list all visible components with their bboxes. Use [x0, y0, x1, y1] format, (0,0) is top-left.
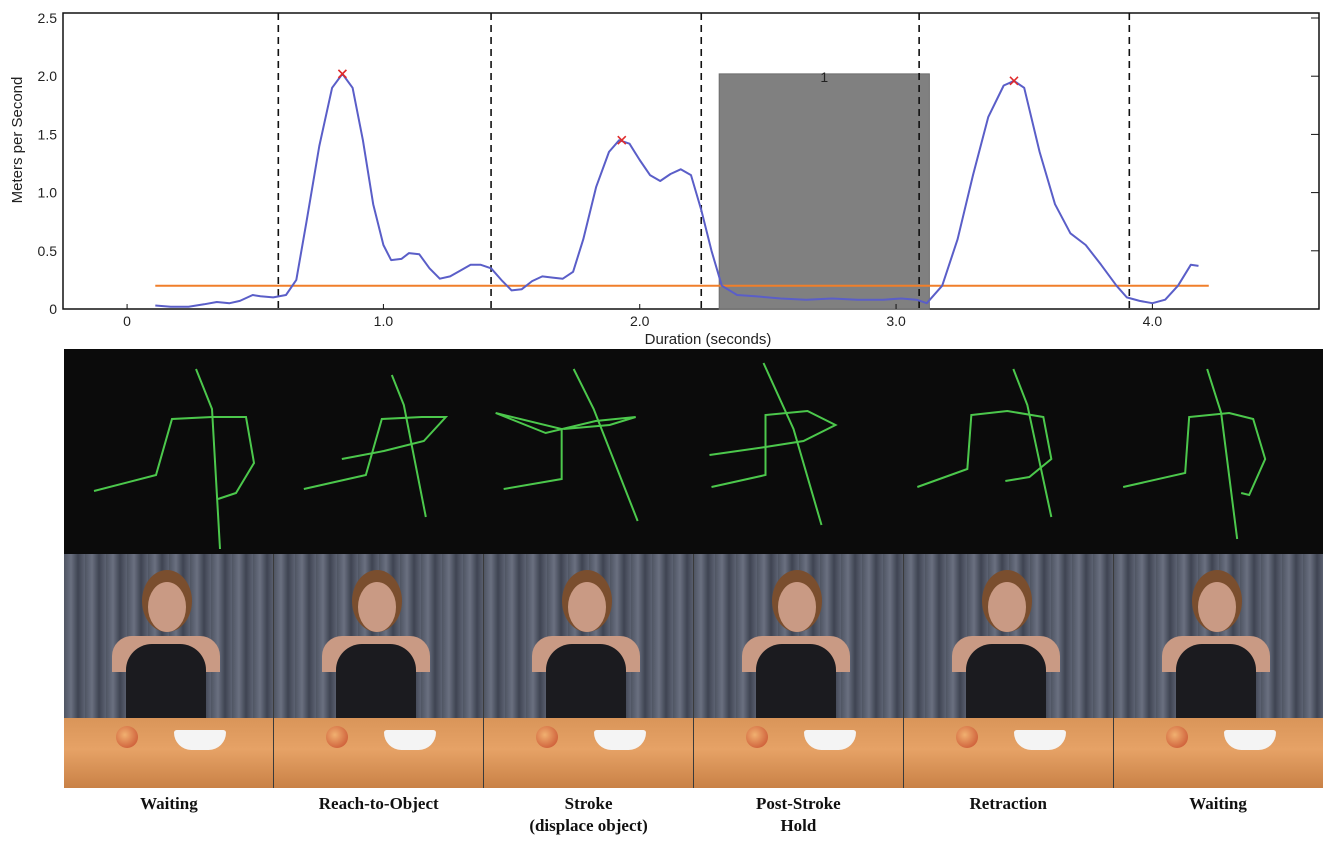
- torso-shape: [1176, 644, 1256, 724]
- video-frame: [64, 554, 274, 788]
- torso-shape: [966, 644, 1046, 724]
- x-tick-label: 4.0: [1143, 313, 1163, 329]
- phase-label: Waiting: [140, 794, 198, 813]
- table-top-shape: [274, 718, 483, 788]
- apple-shape: [956, 726, 978, 748]
- table-top-shape: [694, 718, 903, 788]
- head-shape: [988, 582, 1026, 632]
- velocity-chart: 1 0 1.0 2.0 3.0 4.0 0 0.5 1.0 1.5 2.0 2.5 Duratio…: [9, 10, 1320, 348]
- head-shape: [1198, 582, 1236, 632]
- plot-frame: [62, 12, 1320, 310]
- phase-label: Reach-to-Object: [318, 794, 439, 813]
- table-top-shape: [904, 718, 1113, 788]
- bowl-shape: [1224, 730, 1276, 750]
- video-frame: [694, 554, 904, 788]
- y-axis-label: Meters per Second: [9, 77, 26, 204]
- torso-shape: [546, 644, 626, 724]
- y-tick-label: 2.0: [38, 68, 58, 84]
- hold-region-label: 1: [820, 69, 828, 85]
- x-tick-label: 1.0: [374, 313, 394, 329]
- skeleton-figure: [709, 362, 838, 526]
- bowl-shape: [594, 730, 646, 750]
- peak-marker: [617, 135, 627, 145]
- x-tick-label: 3.0: [886, 313, 906, 329]
- apple-shape: [746, 726, 768, 748]
- torso-shape: [126, 644, 206, 724]
- peak-marker: [1009, 76, 1019, 86]
- head-shape: [148, 582, 186, 632]
- apple-shape: [326, 726, 348, 748]
- torso-shape: [756, 644, 836, 724]
- y-tick-label: 0: [49, 301, 57, 317]
- bowl-shape: [384, 730, 436, 750]
- skeleton-figure: [1122, 368, 1267, 540]
- head-shape: [778, 582, 816, 632]
- skeleton-strip: [64, 349, 1323, 554]
- bowl-shape: [1014, 730, 1066, 750]
- video-frame-strip: [64, 554, 1323, 788]
- skeleton-figure: [303, 374, 449, 518]
- phase-label: Retraction: [969, 794, 1047, 813]
- y-tick-label: 0.5: [38, 243, 58, 259]
- apple-shape: [116, 726, 138, 748]
- skeleton-figures: [93, 362, 1267, 550]
- bowl-shape: [174, 730, 226, 750]
- phase-label: Waiting: [1189, 794, 1247, 813]
- skeleton-figure: [93, 368, 256, 550]
- phase-label: Stroke (displace object): [529, 794, 648, 835]
- phase-labels: Waiting Reach-to-Object Stroke (displace o…: [64, 788, 1323, 841]
- apple-shape: [1166, 726, 1188, 748]
- x-tick-label: 0: [123, 313, 131, 329]
- hold-region: [718, 73, 930, 310]
- table-top-shape: [64, 718, 273, 788]
- skeleton-figure: [916, 368, 1053, 518]
- x-tick-label: 2.0: [630, 313, 650, 329]
- table-top-shape: [484, 718, 693, 788]
- head-shape: [358, 582, 396, 632]
- table-top-shape: [1114, 718, 1323, 788]
- video-frame: [904, 554, 1114, 788]
- video-frame: [484, 554, 694, 788]
- y-tick-label: 2.5: [38, 10, 58, 26]
- video-frame: [274, 554, 484, 788]
- x-axis-label: Duration (seconds): [645, 331, 772, 348]
- bowl-shape: [804, 730, 856, 750]
- peak-marker: [337, 69, 347, 79]
- phase-label: Post-Stroke Hold: [756, 794, 841, 835]
- torso-shape: [336, 644, 416, 724]
- skeleton-figure: [495, 368, 639, 522]
- y-tick-label: 1.0: [38, 185, 58, 201]
- y-tick-label: 1.5: [38, 126, 58, 142]
- apple-shape: [536, 726, 558, 748]
- head-shape: [568, 582, 606, 632]
- video-frame: [1114, 554, 1323, 788]
